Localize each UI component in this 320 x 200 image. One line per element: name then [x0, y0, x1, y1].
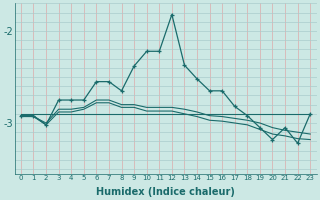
X-axis label: Humidex (Indice chaleur): Humidex (Indice chaleur) — [96, 187, 235, 197]
